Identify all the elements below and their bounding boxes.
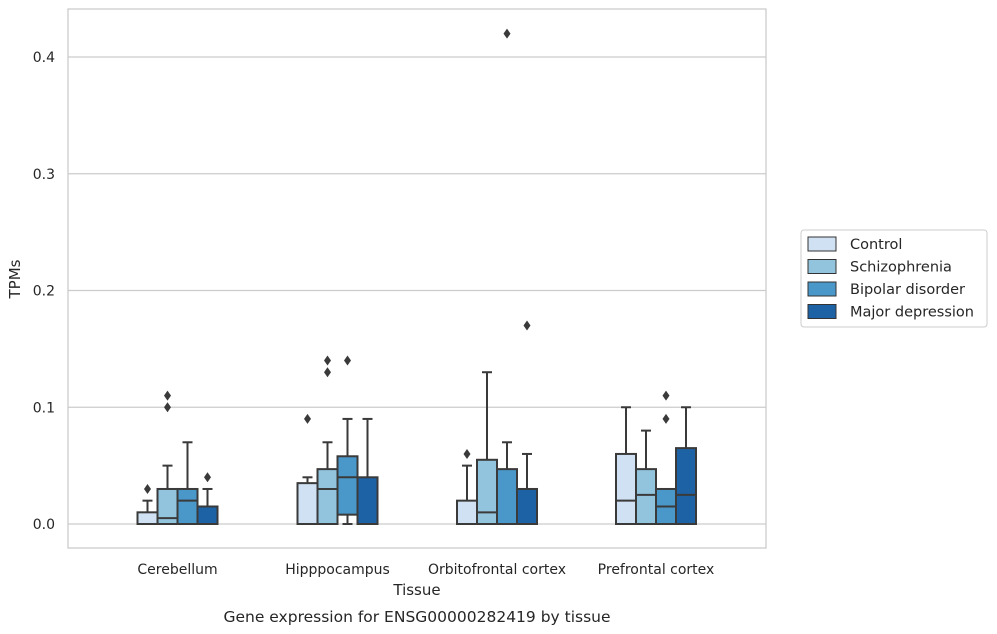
outlier-point	[662, 413, 670, 424]
box-groups	[136, 28, 697, 526]
box-2-2	[496, 28, 518, 526]
box-body	[615, 452, 637, 526]
y-tick-label: 0.4	[33, 50, 55, 66]
y-tick-label: 0.1	[33, 400, 55, 416]
box-body	[675, 447, 697, 525]
legend-swatch	[807, 259, 837, 274]
y-tick-label: 0.2	[33, 284, 55, 300]
box-body	[635, 468, 657, 526]
outlier-point	[204, 472, 211, 483]
y-axis-label: TPMs	[6, 259, 24, 299]
legend-frame	[800, 229, 988, 328]
box-body	[516, 487, 538, 526]
box-body	[336, 455, 359, 516]
plot-frame	[67, 8, 767, 549]
box-3-0	[196, 472, 219, 525]
box-body	[176, 487, 199, 526]
box-2-3	[655, 390, 677, 526]
chart-caption: Gene expression for ENSG00000282419 by t…	[223, 608, 610, 626]
legend-swatch	[807, 236, 837, 252]
outlier-point	[344, 355, 351, 366]
box-2-1	[336, 355, 359, 525]
x-axis-ticks: Cerebellum Hipppocampus Orbitofrontal cort…	[137, 562, 714, 578]
box-3-3	[675, 406, 697, 525]
x-axis-label: Tissue	[392, 581, 440, 599]
legend-entry: Major depression	[850, 305, 974, 321]
box-3-1	[356, 417, 379, 525]
x-tick-label: Orbitofrontal cortex	[428, 562, 566, 578]
box-2-0	[176, 441, 199, 526]
outlier-point	[503, 28, 511, 39]
box-body	[296, 482, 319, 526]
box-1-1	[316, 355, 339, 526]
outlier-point	[164, 390, 171, 401]
box-body	[196, 505, 219, 525]
box-1-2	[476, 371, 498, 526]
outlier-point	[324, 367, 331, 378]
legend-entry: Bipolar disorder	[850, 282, 965, 298]
box-0-0	[136, 483, 159, 526]
x-tick-label: Cerebellum	[137, 562, 217, 578]
box-body	[496, 468, 518, 526]
y-axis-ticks: 0.0 0.1 0.2 0.3 0.4	[33, 50, 55, 533]
legend: Control Schizophrenia Bipolar disorder Majo…	[800, 229, 988, 328]
x-tick-label: Prefrontal cortex	[598, 562, 715, 578]
box-body	[456, 499, 478, 525]
outlier-point	[164, 402, 171, 413]
box-3-2	[516, 320, 538, 526]
box-0-2	[456, 448, 478, 525]
y-tick-label: 0.3	[33, 167, 55, 183]
box-body	[136, 511, 159, 526]
legend-swatch	[807, 304, 837, 319]
legend-swatch	[807, 281, 837, 297]
legend-entry: Control	[850, 237, 902, 253]
outlier-point	[324, 355, 331, 366]
box-body	[356, 476, 379, 525]
box-0-1	[296, 413, 319, 526]
box-body	[476, 458, 498, 526]
outlier-point	[662, 390, 670, 401]
box-1-0	[156, 390, 179, 526]
y-tick-label: 0.0	[33, 517, 55, 533]
outlier-point	[523, 320, 531, 331]
outlier-point	[463, 448, 471, 459]
box-0-3	[615, 406, 637, 526]
box-body	[316, 468, 339, 526]
outlier-point	[304, 413, 311, 424]
outlier-point	[144, 483, 151, 494]
legend-entry: Schizophrenia	[850, 260, 952, 276]
x-tick-label: Hipppocampus	[285, 562, 390, 578]
box-1-3	[635, 429, 657, 526]
gridlines	[68, 56, 766, 525]
